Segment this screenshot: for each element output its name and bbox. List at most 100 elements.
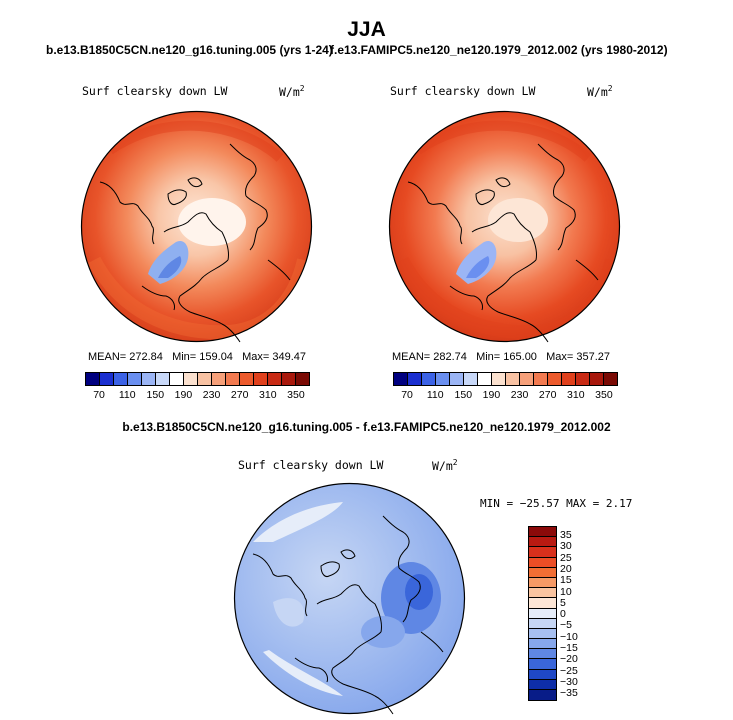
diff-colorbar-swatch bbox=[529, 628, 556, 640]
right-polar-map bbox=[388, 110, 621, 343]
colorbar-swatch bbox=[422, 373, 436, 385]
diff-colorbar bbox=[528, 526, 557, 702]
left-max: Max= 349.47 bbox=[242, 351, 307, 363]
colorbar-swatch bbox=[408, 373, 422, 385]
diff-colorbar-label: 5 bbox=[560, 596, 566, 609]
colorbar-tick-label: 150 bbox=[146, 389, 165, 401]
left-colorbar bbox=[85, 372, 310, 386]
colorbar-tick-label: 230 bbox=[202, 389, 221, 401]
colorbar-tick-label: 350 bbox=[287, 389, 305, 401]
diff-colorbar-label: −35 bbox=[560, 687, 578, 700]
colorbar-swatch bbox=[268, 373, 282, 385]
right-case-title: f.e13.FAMIPC5.ne120_ne120.1979_2012.002 … bbox=[330, 43, 668, 57]
colorbar-tick-label: 70 bbox=[401, 389, 413, 401]
diff-colorbar-label: 15 bbox=[560, 574, 572, 587]
colorbar-tick-label: 150 bbox=[454, 389, 473, 401]
colorbar-swatch bbox=[282, 373, 296, 385]
diff-colorbar-label: 0 bbox=[560, 608, 566, 621]
diff-colorbar-label: −10 bbox=[560, 630, 578, 643]
colorbar-swatch bbox=[226, 373, 240, 385]
colorbar-tick-label: 190 bbox=[174, 389, 193, 401]
colorbar-swatch bbox=[450, 373, 464, 385]
diff-colorbar-label: 35 bbox=[560, 529, 572, 541]
left-case-title: b.e13.B1850C5CN.ne120_g16.tuning.005 (yr… bbox=[46, 43, 333, 57]
right-greenland-cold-region bbox=[456, 240, 497, 284]
colorbar-swatch bbox=[604, 373, 617, 385]
colorbar-swatch bbox=[520, 373, 534, 385]
right-min: Min= 165.00 bbox=[476, 351, 537, 363]
right-colorbar-ticks: 70 110 150 190 230 270 310 350 bbox=[393, 389, 618, 403]
colorbar-tick-label: 190 bbox=[482, 389, 501, 401]
colorbar-swatch bbox=[576, 373, 590, 385]
diff-colorbar-swatch bbox=[529, 557, 556, 568]
colorbar-swatch bbox=[492, 373, 506, 385]
diff-colorbar-swatch bbox=[529, 608, 556, 619]
colorbar-tick-label: 310 bbox=[567, 389, 585, 401]
diff-colorbar-swatch bbox=[529, 598, 556, 609]
colorbar-tick-label: 270 bbox=[230, 389, 249, 401]
diff-colorbar-label: −15 bbox=[560, 642, 578, 654]
left-mean: MEAN= 272.84 bbox=[88, 351, 163, 363]
colorbar-swatch bbox=[170, 373, 184, 385]
left-coastlines bbox=[99, 143, 291, 343]
diff-colorbar-swatch bbox=[529, 588, 556, 599]
colorbar-swatch bbox=[562, 373, 576, 385]
diff-colorbar-label: −20 bbox=[560, 653, 578, 666]
colorbar-swatch bbox=[506, 373, 520, 385]
colorbar-swatch bbox=[254, 373, 268, 385]
diff-case-title: b.e13.B1850C5CN.ne120_g16.tuning.005 - f… bbox=[122, 420, 611, 434]
colorbar-swatch bbox=[128, 373, 142, 385]
colorbar-swatch bbox=[394, 373, 408, 385]
right-units-label: W/m2 bbox=[587, 84, 613, 99]
colorbar-swatch bbox=[212, 373, 226, 385]
diff-colorbar-swatch bbox=[529, 567, 556, 578]
colorbar-tick-label: 110 bbox=[118, 389, 136, 401]
colorbar-swatch bbox=[184, 373, 198, 385]
colorbar-tick-label: 270 bbox=[538, 389, 557, 401]
colorbar-swatch bbox=[464, 373, 478, 385]
diff-colorbar-swatch bbox=[529, 679, 556, 690]
colorbar-tick-label: 70 bbox=[93, 389, 105, 401]
left-polar-map bbox=[80, 110, 313, 343]
diff-minmax: MIN = −25.57 MAX = 2.17 bbox=[480, 497, 633, 510]
diff-colorbar-swatch bbox=[529, 618, 556, 629]
diff-variable-label: Surf clearsky down LW bbox=[238, 458, 384, 472]
right-colorbar bbox=[393, 372, 618, 386]
right-max: Max= 357.27 bbox=[546, 351, 611, 363]
diff-colorbar-swatch bbox=[529, 537, 556, 548]
left-min: Min= 159.04 bbox=[172, 351, 233, 363]
diff-units-label: W/m2 bbox=[432, 458, 458, 473]
colorbar-swatch bbox=[478, 373, 492, 385]
colorbar-swatch bbox=[296, 373, 309, 385]
diff-coastlines bbox=[252, 515, 444, 715]
diff-colorbar-label: 10 bbox=[560, 585, 572, 598]
colorbar-swatch bbox=[590, 373, 604, 385]
left-stats: MEAN= 272.84 Min= 159.04 Max= 349.47 bbox=[88, 351, 306, 363]
diff-polar-map bbox=[233, 482, 466, 715]
colorbar-swatch bbox=[114, 373, 128, 385]
diff-colorbar-swatch bbox=[529, 649, 556, 660]
diff-colorbar-swatch bbox=[529, 577, 556, 589]
colorbar-swatch bbox=[86, 373, 100, 385]
colorbar-swatch bbox=[240, 373, 254, 385]
left-arctic-warm-region bbox=[178, 198, 246, 246]
colorbar-tick-label: 230 bbox=[510, 389, 529, 401]
left-greenland-cold-region bbox=[148, 240, 189, 284]
colorbar-tick-label: 310 bbox=[259, 389, 277, 401]
colorbar-swatch bbox=[436, 373, 450, 385]
colorbar-swatch bbox=[534, 373, 548, 385]
diff-colorbar-label: −5 bbox=[560, 619, 572, 632]
right-mean: MEAN= 282.74 bbox=[392, 351, 467, 363]
diff-colorbar-swatch bbox=[529, 527, 556, 538]
diff-colorbar-label: 25 bbox=[560, 551, 572, 564]
diff-colorbar-swatch bbox=[529, 690, 556, 701]
left-colorbar-ticks: 70 110 150 190 230 270 310 350 bbox=[85, 389, 310, 403]
right-stats: MEAN= 282.74 Min= 165.00 Max= 357.27 bbox=[392, 351, 610, 363]
diff-colorbar-swatch bbox=[529, 639, 556, 650]
colorbar-tick-label: 110 bbox=[426, 389, 444, 401]
colorbar-swatch bbox=[548, 373, 562, 385]
diff-colorbar-label: −25 bbox=[560, 664, 578, 677]
colorbar-swatch bbox=[100, 373, 114, 385]
colorbar-swatch bbox=[156, 373, 170, 385]
left-units-label: W/m2 bbox=[279, 84, 305, 99]
